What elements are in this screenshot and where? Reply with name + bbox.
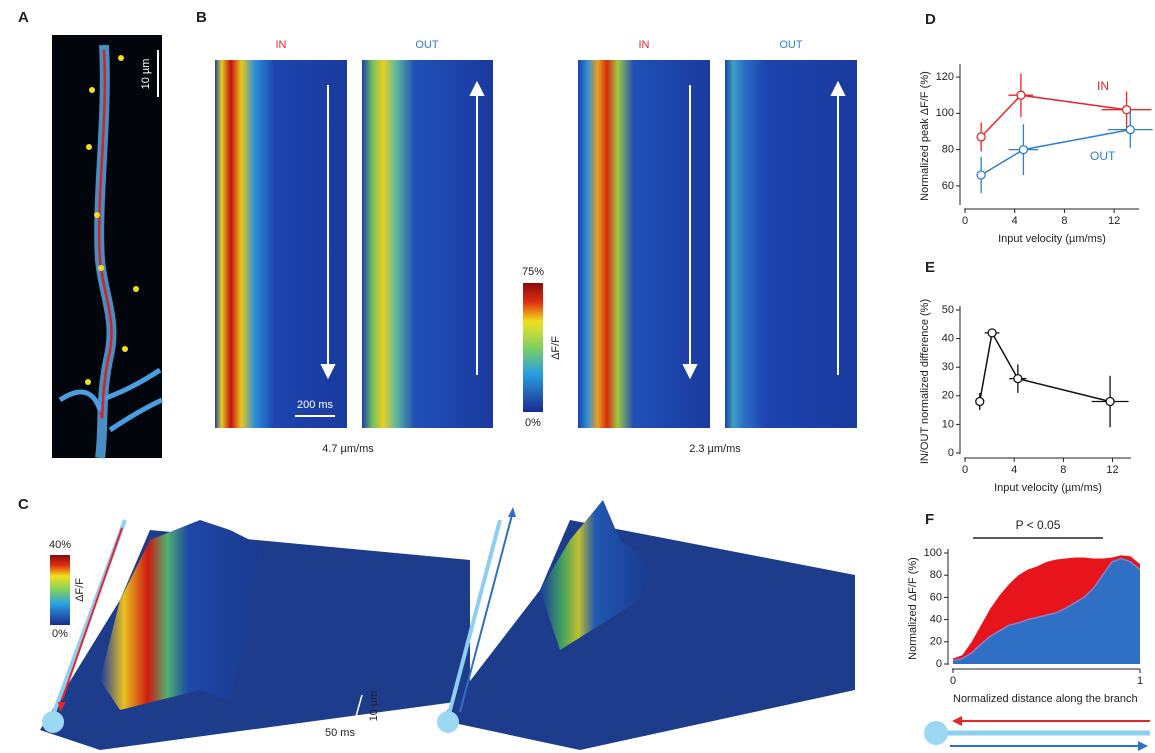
area-outline xyxy=(952,557,1141,662)
velocity-label: 4.7 µm/ms xyxy=(322,443,374,455)
data-point xyxy=(975,396,985,407)
data-point xyxy=(1013,373,1023,384)
series-line xyxy=(979,330,1111,403)
y-tick-label: 40 xyxy=(942,333,954,345)
heatmap xyxy=(725,60,857,428)
heatmap xyxy=(362,60,493,428)
x-tick-label: 12 xyxy=(1108,215,1120,227)
data-point xyxy=(1121,105,1132,115)
x-tick-label: 0 xyxy=(962,464,968,476)
y-tick-label: 60 xyxy=(942,180,954,192)
annotation: P < 0.05 xyxy=(1016,518,1061,532)
series-line xyxy=(980,94,1127,138)
trace-line xyxy=(97,49,113,419)
panel-label: B xyxy=(196,9,207,26)
x-axis-label: Normalized distance along the branch xyxy=(953,693,1138,705)
x-tick-label: 0 xyxy=(950,675,956,687)
panel-label: D xyxy=(925,11,936,28)
x-tick-label: 4 xyxy=(1012,215,1018,227)
panel-label: E xyxy=(925,259,935,276)
panel-label: C xyxy=(18,496,29,513)
y-tick-label: 20 xyxy=(930,636,942,648)
y-axis-label: Normalized peak ΔF/F (%) xyxy=(919,71,931,201)
series-label: OUT xyxy=(1090,149,1116,163)
data-point xyxy=(976,170,986,180)
branch-schematic xyxy=(924,716,1150,751)
surface-plots xyxy=(40,500,855,750)
colorbar-max: 40% xyxy=(49,539,71,551)
colorbar-max: 75% xyxy=(522,266,544,278)
y-axis-label: Normalized ΔF/F (%) xyxy=(907,557,919,660)
arrows xyxy=(295,80,846,417)
data-point xyxy=(1016,90,1026,100)
x-tick-label: 8 xyxy=(1061,215,1067,227)
x-tick-label: 8 xyxy=(1060,464,1066,476)
x-tick-label: 0 xyxy=(962,215,968,227)
surface-peak xyxy=(540,500,650,650)
heatmap-label: OUT xyxy=(779,39,803,51)
x-axis-label: Input velocity (µm/ms) xyxy=(994,482,1102,494)
branches xyxy=(58,367,164,433)
y-tick-label: 120 xyxy=(936,71,954,83)
y-tick-label: 0 xyxy=(948,447,954,459)
surface-base xyxy=(440,520,855,750)
x-tick-label: 4 xyxy=(1011,464,1017,476)
data-point xyxy=(1125,125,1135,135)
x-axis-label: Input velocity (µm/ms) xyxy=(998,233,1106,245)
dendrite-image: 10 µm xyxy=(52,35,164,459)
colorbar-label: ΔF/F xyxy=(550,336,562,360)
y-tick-label: 0 xyxy=(936,658,942,670)
colorbar-min: 0% xyxy=(52,628,68,640)
x-tick-label: 12 xyxy=(1106,464,1118,476)
colorbar-label: ΔF/F xyxy=(74,578,86,602)
data-point xyxy=(1105,396,1115,407)
y-tick-label: 80 xyxy=(930,569,942,581)
colorbar xyxy=(50,555,70,625)
y-tick-label: 80 xyxy=(942,144,954,156)
colorbar-min: 0% xyxy=(525,417,541,429)
y-tick-label: 60 xyxy=(930,591,942,603)
colorbar xyxy=(523,283,543,412)
roi-dots xyxy=(85,55,139,385)
series-label: IN xyxy=(1097,79,1109,93)
data-point xyxy=(976,132,986,142)
heatmap-label: IN xyxy=(639,39,650,51)
heatmap-label: OUT xyxy=(415,39,439,51)
y-tick-label: 40 xyxy=(930,614,942,626)
y-tick-label: 100 xyxy=(924,547,942,559)
scale-label: 50 ms xyxy=(325,727,355,739)
area-outline xyxy=(952,550,1141,656)
area xyxy=(953,558,1140,664)
y-axis-label: IN/OUT normalized difference (%) xyxy=(919,299,931,464)
panel-label: F xyxy=(925,511,934,528)
y-tick-label: 10 xyxy=(942,418,954,430)
data-point xyxy=(1018,144,1029,155)
scale-label: 10 µm xyxy=(368,691,380,722)
scale-label: 200 ms xyxy=(297,399,334,411)
surface-peak xyxy=(100,520,260,710)
y-tick-label: 20 xyxy=(942,390,954,402)
input-arrows xyxy=(42,507,516,733)
y-tick-label: 50 xyxy=(942,304,954,316)
x-tick-label: 1 xyxy=(1137,675,1143,687)
panel-label: A xyxy=(18,9,29,26)
y-tick-label: 30 xyxy=(942,361,954,373)
y-tick-label: 100 xyxy=(936,107,954,119)
scale-label: 10 µm xyxy=(140,59,152,90)
velocity-label: 2.3 µm/ms xyxy=(689,443,741,455)
heatmaps xyxy=(215,60,857,428)
heatmap-label: IN xyxy=(276,39,287,51)
data-point xyxy=(987,328,997,338)
